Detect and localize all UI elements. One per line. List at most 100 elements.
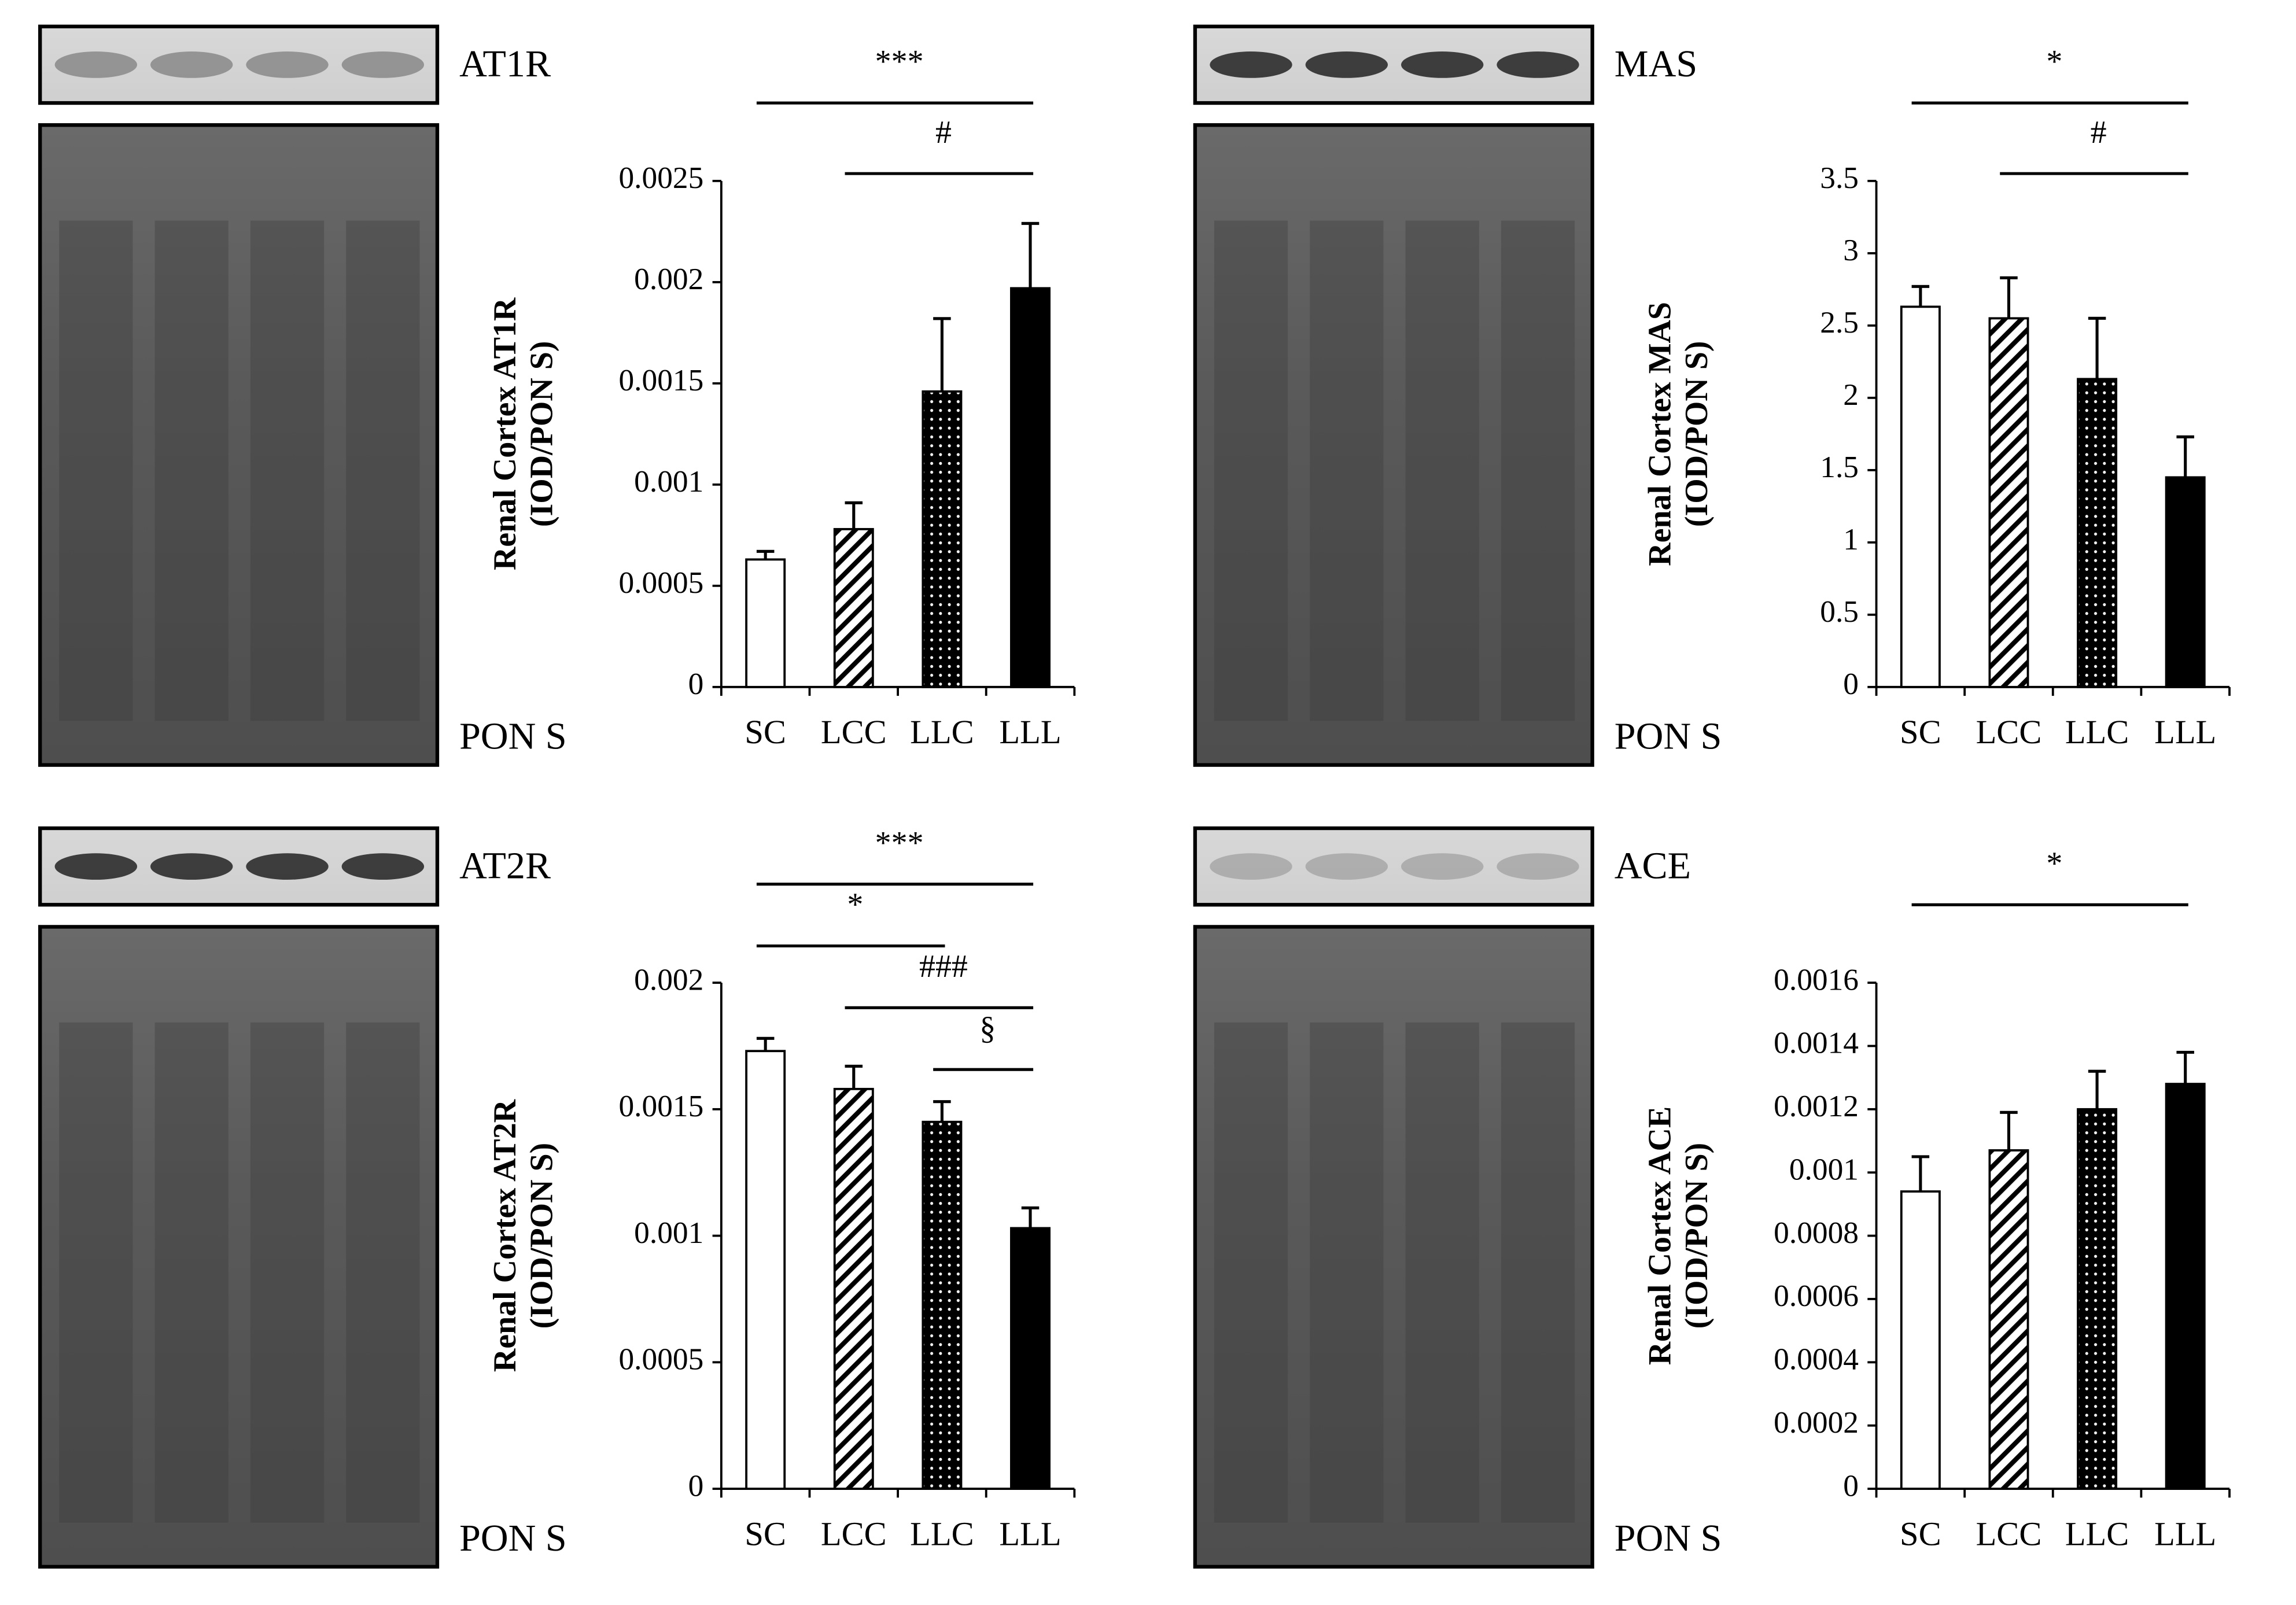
blot-band	[54, 51, 138, 78]
x-tick-label: LCC	[1976, 713, 2042, 751]
error-bar	[2088, 1069, 2106, 1109]
panel: MAS PON S Renal Cortex MAS (IOD/PON S) 0 0.5 1…	[1193, 24, 2231, 767]
y-tick-label: 0.5	[1820, 594, 1859, 629]
bar	[2165, 1083, 2206, 1490]
y-tick-label: 0.0008	[1774, 1215, 1859, 1250]
y-tick-label: 0.0005	[618, 1342, 703, 1377]
y-tick-label: 0.0005	[618, 565, 703, 600]
significance-label: #	[935, 115, 952, 150]
blot-band	[1401, 51, 1484, 78]
significance-label: #	[2091, 115, 2107, 150]
gel-lane	[250, 1022, 325, 1523]
error-bar	[845, 1064, 863, 1089]
blot-band	[54, 853, 138, 880]
y-tick-label: 0.002	[634, 261, 703, 296]
error-bar	[2176, 1050, 2194, 1084]
x-tick-label: LLL	[2154, 713, 2216, 751]
significance-label: ***	[875, 825, 924, 861]
loading-label: PON S	[1615, 715, 1722, 758]
y-axis-label: (IOD/PON S)	[1679, 341, 1715, 527]
y-axis-label: (IOD/PON S)	[524, 341, 559, 527]
gel-lane	[154, 1022, 229, 1523]
gel-image	[1193, 925, 1594, 1569]
bar	[2165, 476, 2206, 688]
error-bar	[933, 317, 951, 392]
blot-band	[246, 51, 329, 78]
gel-lane	[1405, 220, 1479, 721]
blot-band	[341, 51, 425, 78]
blot-label: ACE	[1615, 844, 1691, 887]
bar	[1988, 317, 2029, 688]
x-tick-label: LCC	[821, 1515, 887, 1552]
y-tick-label: 2.5	[1820, 305, 1859, 340]
panel: ACE PON S Renal Cortex ACE (IOD/PON S) 0 0.00…	[1193, 826, 2231, 1569]
significance-label: *	[2046, 44, 2062, 80]
bar	[2077, 378, 2118, 688]
error-bar	[2088, 316, 2106, 379]
bar	[1988, 1149, 2029, 1490]
significance-label: ***	[875, 44, 924, 80]
significance-label: *	[2046, 846, 2062, 881]
blot-label: AT1R	[459, 43, 551, 85]
error-bar	[756, 549, 775, 560]
blot-label: AT2R	[459, 844, 551, 887]
x-tick-label: SC	[1900, 1515, 1941, 1552]
x-tick-label: SC	[745, 713, 786, 751]
y-tick-label: 0	[1843, 1468, 1859, 1503]
blot-band	[341, 853, 425, 880]
loading-label: PON S	[1615, 1517, 1722, 1559]
gel-lane	[59, 1022, 133, 1523]
gel-lane	[1214, 1022, 1288, 1523]
error-bar	[1911, 1155, 1930, 1192]
gel-lane	[1501, 220, 1575, 721]
blot-band	[150, 51, 233, 78]
y-axis-label: Renal Cortex AT1R	[487, 297, 523, 570]
blot-band	[1497, 51, 1579, 78]
bar	[2077, 1108, 2118, 1490]
bar	[833, 1087, 874, 1490]
bar	[1010, 1227, 1051, 1490]
y-tick-label: 0.0015	[618, 363, 703, 397]
loading-label: PON S	[459, 715, 567, 758]
y-axis-label: Renal Cortex MAS	[1642, 302, 1678, 566]
y-tick-label: 1.5	[1820, 449, 1859, 484]
y-axis-label: Renal Cortex AT2R	[487, 1099, 523, 1372]
x-tick-label: LLC	[2065, 713, 2129, 751]
gel-lane	[1310, 220, 1384, 721]
error-bar	[1021, 1206, 1040, 1228]
blot-band	[1497, 853, 1579, 880]
y-tick-label: 1	[1843, 522, 1859, 556]
error-bar	[933, 1100, 951, 1122]
loading-label: PON S	[459, 1517, 567, 1559]
error-bar	[756, 1036, 775, 1051]
error-bar	[2000, 1110, 2018, 1150]
gel-lane	[59, 220, 133, 721]
y-tick-label: 0.001	[634, 1215, 703, 1250]
y-tick-label: 0	[1843, 666, 1859, 701]
y-tick-label: 2	[1843, 377, 1859, 412]
x-tick-label: SC	[745, 1515, 786, 1552]
blot-band	[150, 853, 233, 880]
x-tick-label: LLL	[999, 713, 1061, 751]
x-tick-label: LCC	[1976, 1515, 2042, 1552]
gel-image	[38, 123, 440, 767]
blot-band	[1210, 853, 1292, 880]
error-bar	[2176, 435, 2194, 478]
gel-lane	[154, 220, 229, 721]
error-bar	[1021, 222, 1040, 289]
x-tick-label: SC	[1900, 713, 1941, 751]
bar	[922, 390, 963, 688]
y-tick-label: 0.0006	[1774, 1278, 1859, 1313]
y-tick-label: 3.5	[1820, 160, 1859, 195]
gel-image	[38, 925, 440, 1569]
significance-label: ###	[919, 949, 968, 984]
x-tick-label: LCC	[821, 713, 887, 751]
error-bar	[845, 501, 863, 529]
x-tick-label: LLL	[2154, 1515, 2216, 1552]
y-tick-label: 0.001	[634, 464, 703, 499]
significance-label: §	[979, 1010, 996, 1046]
y-tick-label: 0.0012	[1774, 1089, 1859, 1123]
gel-lane	[1214, 220, 1288, 721]
blot-band	[1305, 51, 1388, 78]
